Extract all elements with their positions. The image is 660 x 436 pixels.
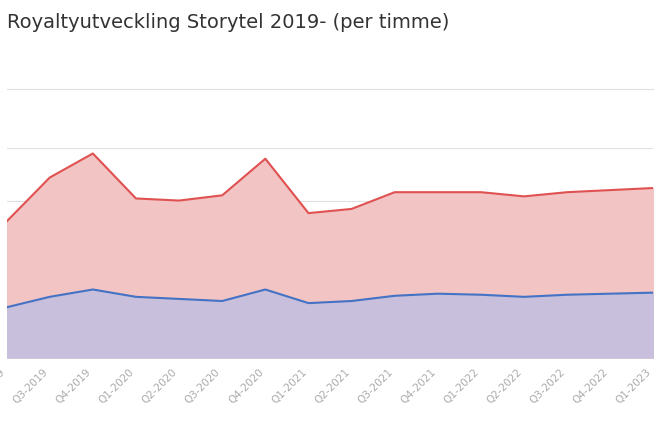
Text: Royaltyutveckling Storytel 2019- (per timme): Royaltyutveckling Storytel 2019- (per ti… xyxy=(7,13,449,32)
